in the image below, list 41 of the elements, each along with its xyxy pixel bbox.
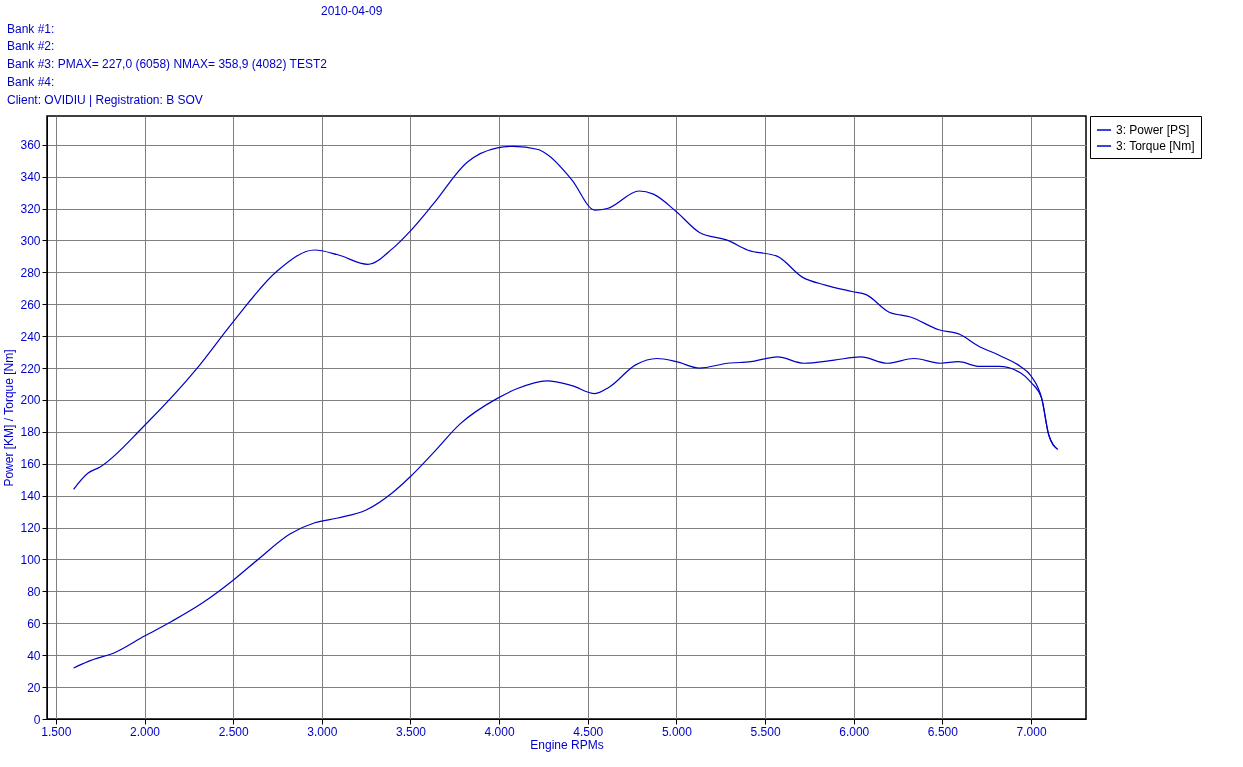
y-tick-label: 180 (20, 425, 41, 440)
y-axis-title: Power [KM] / Torque [Nm] (2, 349, 17, 487)
x-tick-label: 4.000 (484, 724, 515, 739)
y-tick-label: 80 (27, 584, 41, 599)
y-tick-label: 340 (20, 170, 41, 185)
text: Bank #4: (7, 73, 56, 91)
y-tick-label: 280 (20, 265, 41, 280)
text: Bank #3: PMAX= 227,0 (6058) NMAX= 358,9 (4082) TEST2 (7, 56, 328, 74)
x-tick-label: 2.500 (218, 724, 250, 739)
legend-label: 3: Power [PS] (1116, 123, 1190, 137)
text: Bank #1: (7, 20, 56, 38)
x-tick-label: 1.500 (41, 724, 72, 739)
y-tick-label: 140 (20, 489, 41, 504)
x-tick-label: 6.000 (839, 724, 870, 739)
x-tick-label: 3.000 (307, 724, 338, 739)
y-tick-label: 160 (20, 457, 41, 472)
y-tick-label: 20 (27, 680, 41, 695)
y-tick-label: 220 (20, 361, 41, 376)
y-tick-label: 120 (20, 521, 41, 536)
y-tick-label: 100 (20, 552, 41, 567)
x-tick-label: 6.500 (927, 724, 959, 739)
x-tick-label: 5.500 (750, 724, 781, 739)
x-tick-label: 2.000 (130, 724, 161, 739)
x-axis-title: Engine RPMs (530, 737, 604, 752)
text: Client: OVIDIU | Registration: B SOV (7, 91, 204, 109)
text: Bank #2: (7, 38, 56, 56)
y-tick-label: 260 (20, 297, 41, 312)
y-tick-label: 40 (27, 648, 41, 663)
x-tick-label: 7.000 (1016, 724, 1047, 739)
text: 2010-04-09 (320, 3, 383, 20)
x-tick-label: 3.500 (395, 724, 427, 739)
x-tick-label: 5.000 (661, 724, 693, 739)
y-tick-label: 300 (20, 233, 41, 248)
y-tick-label: 320 (20, 202, 41, 217)
y-tick-label: 0 (33, 712, 41, 727)
x-tick-label: 4.500 (573, 724, 604, 739)
legend-label: 3: Torque [Nm] (1116, 139, 1195, 153)
y-tick-label: 60 (27, 616, 41, 631)
y-tick-label: 240 (20, 329, 41, 344)
y-tick-label: 200 (20, 393, 41, 408)
y-tick-label: 360 (20, 138, 41, 153)
